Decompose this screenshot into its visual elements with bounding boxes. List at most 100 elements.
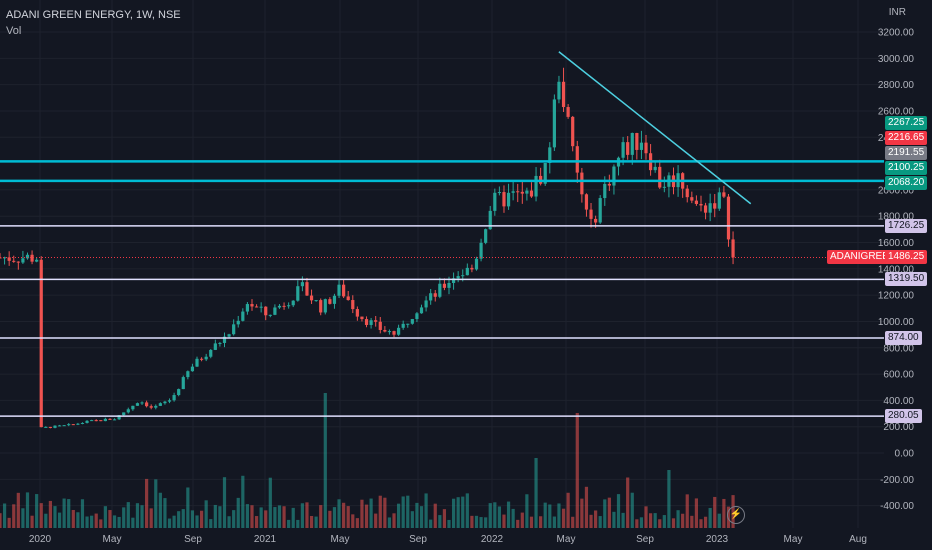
volume-bar	[694, 498, 699, 528]
candle-body	[575, 146, 579, 173]
volume-bar	[479, 517, 483, 528]
volume-bar	[671, 518, 676, 528]
candle-body	[190, 366, 195, 372]
candle-body	[167, 400, 172, 402]
volume-bar	[717, 513, 721, 528]
volume-bar	[135, 503, 140, 528]
time-tick-label: May	[331, 534, 350, 545]
volume-bar	[506, 501, 511, 528]
candle-body	[442, 283, 447, 288]
volume-bar	[497, 506, 501, 528]
volume-bar	[397, 503, 401, 528]
candle-body	[305, 282, 309, 296]
candle-body	[571, 116, 575, 147]
price-tick-label: 2800.00	[878, 80, 915, 91]
volume-bar	[534, 458, 538, 528]
candle-body	[273, 307, 277, 315]
time-tick-label: Sep	[184, 534, 202, 545]
volume-bar	[516, 519, 520, 528]
candle-body	[16, 261, 20, 263]
candle-body	[529, 190, 534, 197]
volume-bar	[48, 500, 52, 528]
volume-bar	[699, 519, 703, 528]
volume-bar	[722, 498, 726, 528]
candle-body	[713, 203, 717, 209]
price-tick-label: 1000.00	[878, 317, 915, 328]
candle-body	[534, 175, 538, 197]
price-axis[interactable]: 3200.003000.002800.002600.002400.002000.…	[878, 28, 915, 513]
volume-bar	[117, 516, 121, 528]
volume-bar	[39, 503, 43, 528]
volume-bar	[131, 517, 135, 528]
candle-body	[360, 316, 364, 320]
volume-bar	[67, 499, 71, 528]
candle-body	[369, 320, 373, 325]
candle-body	[236, 320, 240, 325]
volume-bar	[227, 516, 231, 528]
candle-body	[708, 203, 712, 213]
candle-body	[218, 342, 222, 344]
volume-bar	[163, 498, 167, 528]
volume-bar	[676, 510, 680, 528]
volume-bar	[287, 519, 291, 528]
candle-body	[589, 209, 593, 219]
candle-body	[406, 323, 410, 325]
symbol-title[interactable]: ADANI GREEN ENERGY, 1W, NSE	[6, 9, 181, 21]
price-tick-label: 800.00	[883, 343, 914, 354]
volume-bar	[158, 492, 162, 528]
volume-bar	[236, 497, 240, 528]
time-axis[interactable]: 2020 May Sep 2021 May Sep 2022 May Sep 2023 May Aug	[29, 534, 867, 545]
volume-bar	[557, 503, 561, 528]
candle-body	[264, 306, 268, 316]
volume-bar	[16, 492, 20, 528]
horizontal-levels[interactable]	[0, 160, 884, 417]
candle-body	[658, 166, 662, 188]
candle-body	[635, 133, 639, 150]
candle-body	[470, 267, 474, 270]
volume-bar	[296, 519, 300, 528]
candle-body	[296, 286, 300, 301]
price-tick-label: 3200.00	[878, 28, 915, 39]
candle-body	[355, 309, 359, 317]
volume-bar	[0, 513, 2, 528]
candle-body	[621, 142, 625, 158]
candle-body	[67, 424, 71, 426]
volume-bar	[424, 493, 428, 528]
trendline[interactable]	[558, 51, 752, 205]
volume-bar	[429, 519, 433, 528]
candle-body	[383, 329, 387, 332]
candle-body	[557, 81, 561, 100]
candle-body	[259, 306, 263, 308]
candles	[0, 67, 735, 429]
chart-grid	[0, 0, 884, 528]
candle-body	[566, 107, 570, 117]
price-badge: 2216.65	[885, 131, 928, 145]
volume-bar	[94, 513, 98, 528]
time-tick-label: 2020	[29, 534, 52, 545]
candle-body	[433, 293, 437, 297]
candle-body	[644, 142, 648, 154]
price-tick-label: 1400.00	[878, 264, 915, 275]
candle-body	[374, 320, 378, 322]
candle-body	[172, 395, 176, 401]
volume-bar	[484, 517, 488, 528]
volume-bar	[90, 515, 94, 528]
time-tick-label: 2022	[481, 534, 504, 545]
volume-label[interactable]: Vol	[6, 25, 22, 37]
candle-body	[76, 423, 80, 425]
volume-bar	[662, 515, 666, 528]
candle-body	[726, 196, 731, 240]
volume-bar	[630, 492, 634, 528]
volume-bar	[2, 503, 7, 528]
volume-bar	[167, 518, 172, 528]
candle-body	[2, 257, 7, 259]
volume-bars	[0, 393, 735, 528]
volume-bar	[561, 508, 566, 528]
volume-bar	[543, 502, 547, 528]
volume-bar	[374, 513, 378, 528]
volume-bar	[364, 504, 369, 528]
volume-bar	[328, 510, 332, 528]
lightning-bolt-icon[interactable]: ⚡	[727, 506, 745, 524]
price-tick-label: 400.00	[883, 396, 914, 407]
